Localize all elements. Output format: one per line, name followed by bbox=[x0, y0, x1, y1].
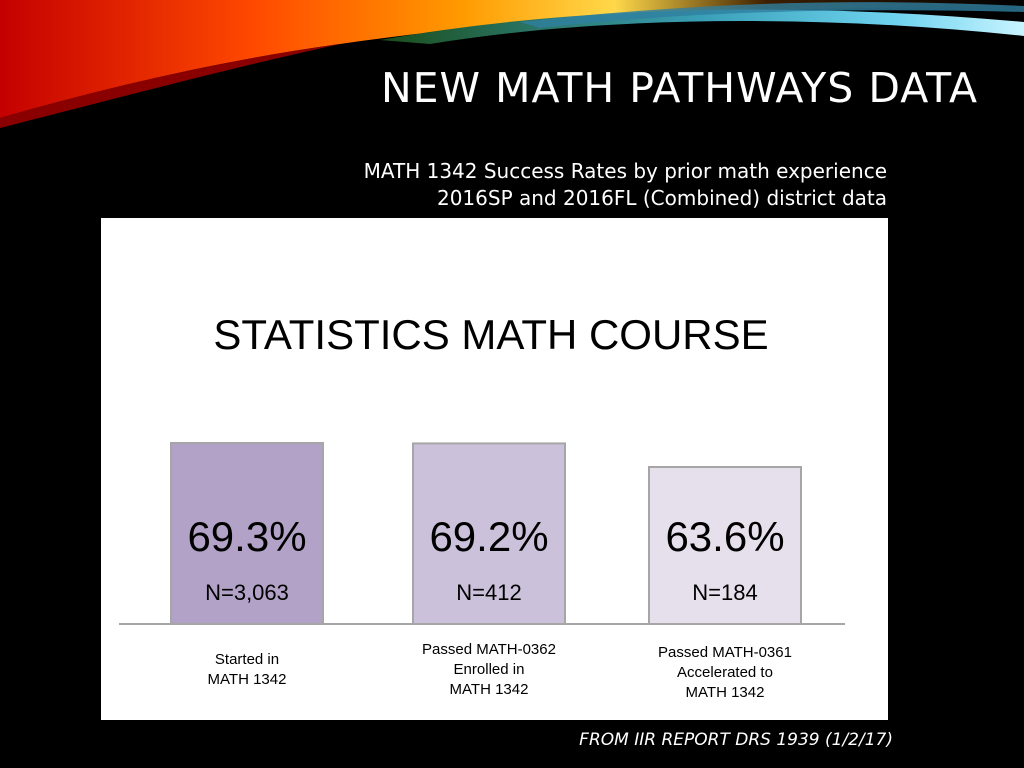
value-label: 69.2% bbox=[429, 513, 548, 560]
category-label: Accelerated to bbox=[677, 664, 773, 681]
category-label: MATH 1342 bbox=[450, 681, 529, 698]
n-label: N=184 bbox=[692, 580, 757, 605]
bar bbox=[412, 442, 566, 625]
slide-title: NEW MATH PATHWAYS DATA bbox=[380, 64, 978, 112]
value-label: 63.6% bbox=[665, 513, 784, 560]
n-label: N=3,063 bbox=[205, 580, 289, 605]
category-label: Passed MATH-0361 bbox=[658, 644, 792, 661]
subtitle-line-2: 2016SP and 2016FL (Combined) district da… bbox=[436, 186, 887, 210]
chart-panel: STATISTICS MATH COURSE 69.3% N=3,063 Start… bbox=[101, 218, 888, 720]
category-label: Started in bbox=[215, 651, 279, 668]
source-note: FROM IIR REPORT DRS 1939 (1/2/17) bbox=[579, 730, 893, 750]
value-label: 69.3% bbox=[187, 513, 306, 560]
slide-subtitle: MATH 1342 Success Rates by prior math ex… bbox=[364, 158, 887, 212]
chart-title: STATISTICS MATH COURSE bbox=[213, 311, 768, 358]
category-label: MATH 1342 bbox=[208, 671, 287, 688]
bar-chart: STATISTICS MATH COURSE 69.3% N=3,063 Start… bbox=[119, 311, 845, 701]
category-label: MATH 1342 bbox=[686, 684, 765, 701]
category-label: Enrolled in bbox=[454, 661, 525, 678]
n-label: N=412 bbox=[456, 580, 521, 605]
category-label: Passed MATH-0362 bbox=[422, 641, 556, 658]
subtitle-line-1: MATH 1342 Success Rates by prior math ex… bbox=[363, 159, 887, 183]
decorative-swoosh bbox=[0, 0, 1024, 128]
